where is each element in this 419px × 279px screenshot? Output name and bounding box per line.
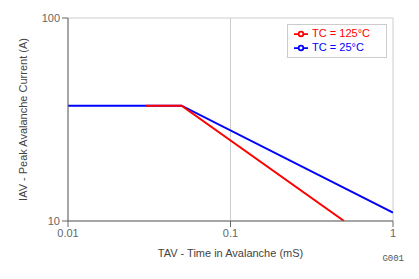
svg-text:10: 10	[48, 215, 60, 227]
svg-text:0.01: 0.01	[57, 227, 78, 239]
svg-text:IAV - Peak Avalanche Current (: IAV - Peak Avalanche Current (A)	[17, 38, 29, 201]
svg-text:0.1: 0.1	[223, 227, 238, 239]
html-text:TC = 25°C: TC = 25°C	[312, 41, 364, 54]
html-text:G001: G001	[382, 254, 404, 264]
svg-text:100: 100	[42, 12, 60, 24]
svg-text:TAV - Time in Avalanche (mS): TAV - Time in Avalanche (mS)	[158, 247, 304, 259]
svg-text:1: 1	[390, 227, 396, 239]
html-text:TC = 125°C: TC = 125°C	[312, 27, 370, 39]
